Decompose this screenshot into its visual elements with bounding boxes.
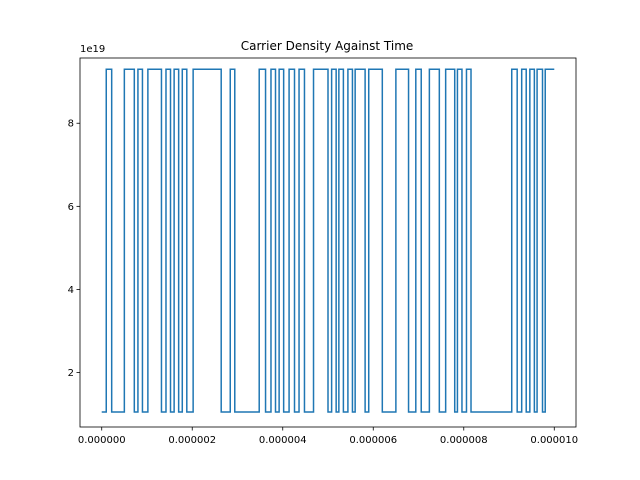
x-tick-label: 0.000000	[78, 435, 126, 446]
axes-frame	[79, 57, 577, 428]
x-tick-label: 0.000002	[168, 435, 216, 446]
x-tick-label: 0.000006	[349, 435, 397, 446]
x-tick-label: 0.000008	[440, 435, 488, 446]
y-tick-label: 6	[68, 202, 74, 213]
chart-title: Carrier Density Against Time	[241, 39, 414, 53]
y-tick-label: 8	[68, 119, 74, 130]
y-tick-label: 2	[68, 368, 74, 379]
y-tick-label: 4	[68, 285, 74, 296]
x-tick-label: 0.000004	[259, 435, 307, 446]
x-tick-label: 0.000010	[530, 435, 578, 446]
plot-area: 0.000000 0.000002 0.000004 0.000006 0.000008…	[68, 57, 578, 446]
data-line	[101, 68, 555, 413]
y-offset-label: 1e19	[80, 44, 105, 55]
